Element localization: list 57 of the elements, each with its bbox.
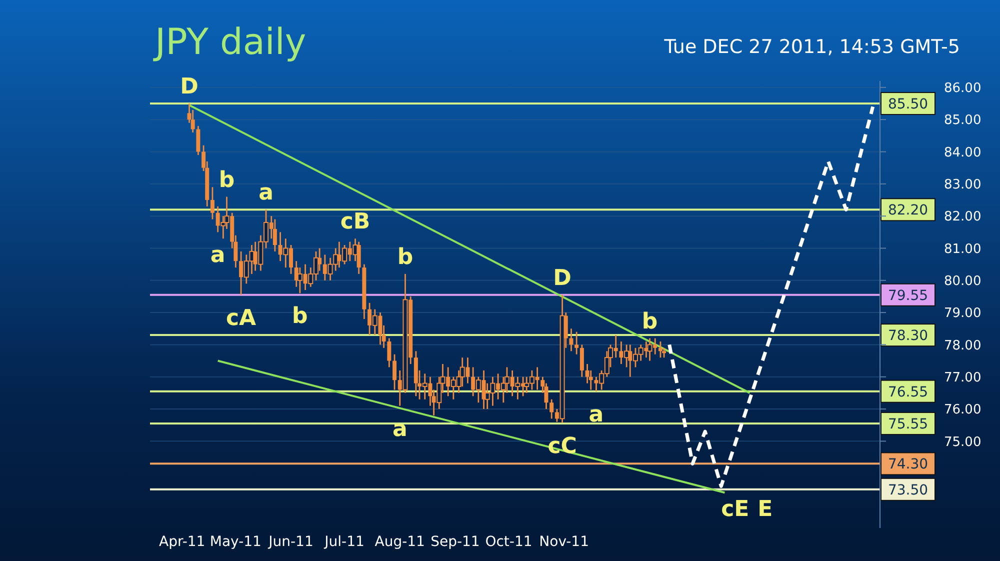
y-tick-label: 85.00 [944, 113, 982, 128]
ref-line-label: 73.50 [888, 482, 928, 498]
chart-subtitle: Tue DEC 27 2011, 14:53 GMT-5 [664, 36, 960, 58]
candlestick [574, 331, 579, 356]
y-tick-label: 77.00 [944, 370, 982, 386]
candlestick [569, 328, 574, 352]
line-series [668, 104, 875, 488]
x-tick-label: Oct-11 [485, 534, 532, 550]
ref-line-label: 85.50 [888, 96, 928, 113]
annotation: D [180, 74, 198, 100]
candlestick [658, 340, 662, 358]
y-tick-label: 80.00 [944, 274, 982, 289]
annotation: b [642, 309, 658, 334]
annotation: b [292, 304, 308, 330]
annotation: E [758, 497, 773, 522]
y-tick-label: 83.00 [944, 178, 982, 193]
annotation: cA [226, 306, 256, 331]
ref-line-label: 78.30 [888, 328, 928, 344]
candlestick [210, 186, 214, 220]
candlestick [580, 344, 584, 378]
y-tick-label: 81.00 [944, 242, 982, 257]
candlestick [196, 125, 200, 156]
ref-line-label: 76.55 [888, 384, 928, 400]
x-tick-label: Nov-11 [539, 534, 589, 550]
x-tick-label: Jul-11 [324, 534, 364, 550]
candlestick [387, 338, 392, 368]
y-tick-label: 82.00 [944, 210, 982, 225]
candlestick [318, 248, 322, 272]
annotation: cE [721, 497, 750, 522]
chart-title: JPY daily [155, 22, 306, 63]
candlestick [356, 241, 361, 275]
y-tick-label: 79.00 [944, 306, 982, 322]
annotation: b [397, 244, 414, 270]
candlestick [392, 354, 397, 390]
x-tick-label: Jun-11 [268, 534, 314, 550]
y-tick-label: 78.00 [944, 338, 982, 354]
annotation: D [553, 266, 572, 291]
annotation: a [210, 243, 226, 268]
annotation: a [392, 416, 408, 442]
annotation: b [218, 168, 235, 193]
x-tick-label: Sep-11 [430, 534, 480, 550]
candlestick [550, 398, 554, 420]
ref-line-label: 74.30 [888, 456, 928, 473]
annotation: cB [340, 210, 370, 235]
ref-line-label: 82.20 [888, 202, 928, 219]
candlestick [272, 218, 277, 252]
x-tick-label: Apr-11 [159, 534, 206, 550]
y-tick-label: 86.00 [944, 81, 982, 96]
x-tick-label: May-11 [210, 534, 262, 550]
y-tick-label: 76.00 [944, 402, 982, 418]
annotation: a [258, 180, 274, 206]
ref-line-label: 75.55 [888, 416, 928, 432]
ref-line-label: 79.55 [888, 288, 928, 304]
y-tick-label: 84.00 [944, 145, 982, 160]
annotation: a [588, 402, 604, 428]
y-tick-label: 75.00 [944, 434, 982, 450]
x-tick-label: Aug-11 [374, 534, 425, 550]
